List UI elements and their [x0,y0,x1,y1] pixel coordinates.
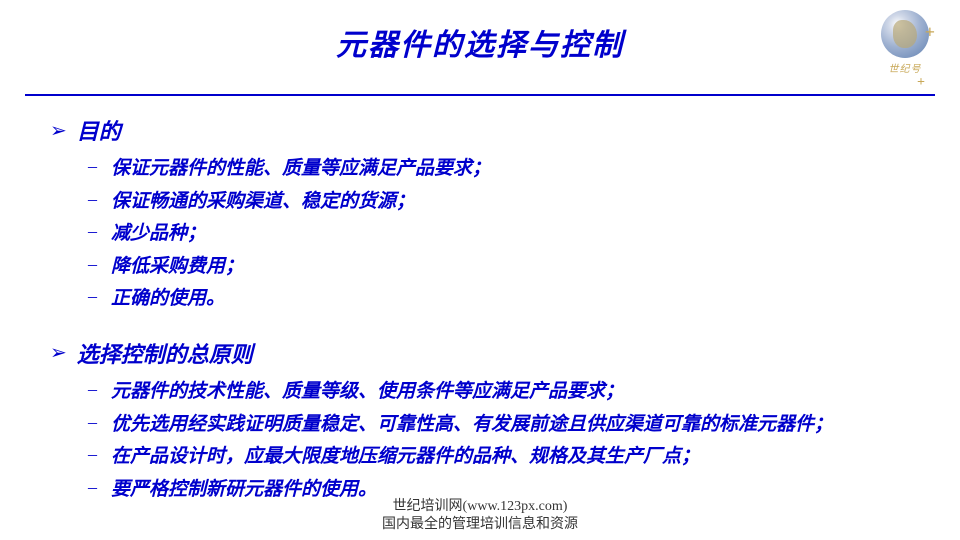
footer: 世纪培训网(www.123px.com) 国内最全的管理培训信息和资源 [0,498,960,534]
item-text: 在产品设计时，应最大限度地压缩元器件的品种、规格及其生产厂点； [111,444,700,471]
section-title: 选择控制的总原则 [77,337,253,369]
item-text: 元器件的技术性能、质量等级、使用条件等应满足产品要求； [111,379,624,406]
footer-line-1: 世纪培训网(www.123px.com) [0,498,960,516]
section-header-purpose: ➢ 目的 [50,114,920,146]
list-item: – 在产品设计时，应最大限度地压缩元器件的品种、规格及其生产厂点； [88,444,920,471]
item-text: 保证畅通的采购渠道、稳定的货源； [111,189,415,216]
list-item: – 减少品种； [88,221,920,248]
section-header-principles: ➢ 选择控制的总原则 [50,337,920,369]
logo-text: 世纪号 [870,60,940,75]
arrow-icon: ➢ [50,340,67,365]
dash-icon: – [88,444,97,465]
dash-icon: – [88,221,97,242]
dash-icon: – [88,477,97,498]
list-item: – 保证畅通的采购渠道、稳定的货源； [88,189,920,216]
dash-icon: – [88,379,97,400]
arrow-icon: ➢ [50,118,67,143]
corner-logo: + 世纪号 + [870,10,940,80]
item-text: 保证元器件的性能、质量等应满足产品要求； [111,156,491,183]
item-text: 减少品种； [111,221,206,248]
section-title: 目的 [77,114,121,146]
dash-icon: – [88,286,97,307]
list-item: – 元器件的技术性能、质量等级、使用条件等应满足产品要求； [88,379,920,406]
dash-icon: – [88,189,97,210]
item-text: 正确的使用。 [111,286,225,313]
item-text: 降低采购费用； [111,254,244,281]
footer-line-2: 国内最全的管理培训信息和资源 [0,516,960,534]
item-text: 优先选用经实践证明质量稳定、可靠性高、有发展前途且供应渠道可靠的标准元器件； [111,412,833,439]
plus-icon-2: + [870,75,925,91]
list-item: – 保证元器件的性能、质量等应满足产品要求； [88,156,920,183]
dash-icon: – [88,254,97,275]
page-title: 元器件的选择与控制 [0,0,960,64]
plus-icon: + [925,22,935,43]
dash-icon: – [88,412,97,433]
content-area: ➢ 目的 – 保证元器件的性能、质量等应满足产品要求； – 保证畅通的采购渠道、… [0,96,960,503]
globe-icon [881,10,929,58]
dash-icon: – [88,156,97,177]
list-item: – 优先选用经实践证明质量稳定、可靠性高、有发展前途且供应渠道可靠的标准元器件； [88,412,920,439]
list-item: – 降低采购费用； [88,254,920,281]
list-item: – 正确的使用。 [88,286,920,313]
